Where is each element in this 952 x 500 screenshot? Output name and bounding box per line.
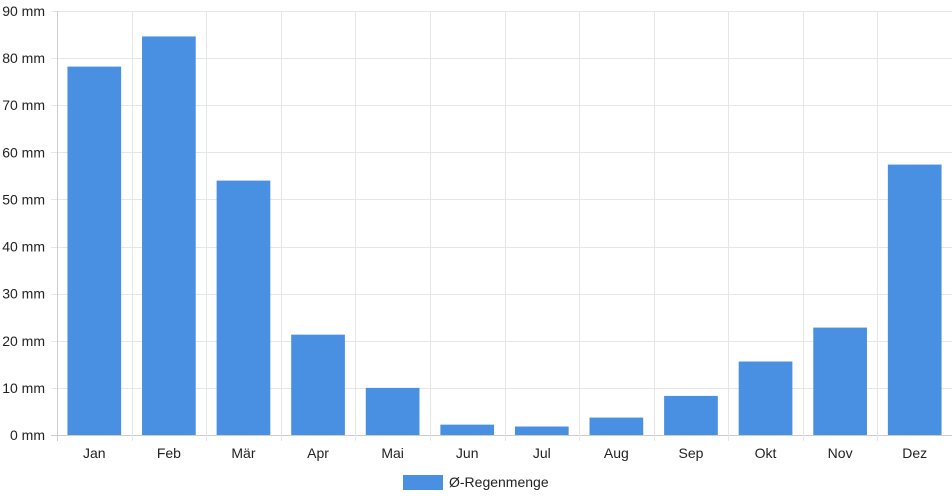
x-tick-label: Sep <box>678 445 703 461</box>
y-axis-ticks: 0 mm 10 mm 20 mm 30 mm 40 mm 50 mm 60 mm 70 mm 8… <box>2 3 45 443</box>
x-tick-label: Feb <box>157 445 181 461</box>
x-tick-label: Nov <box>828 445 853 461</box>
x-tick-label: Aug <box>604 445 629 461</box>
y-tick-label: 80 mm <box>2 50 45 66</box>
x-tick-label: Jun <box>456 445 479 461</box>
y-tick-label: 40 mm <box>2 239 45 255</box>
y-tick-label: 30 mm <box>2 286 45 302</box>
y-tick-label: 50 mm <box>2 191 45 207</box>
y-tick-label: 10 mm <box>2 380 45 396</box>
x-tick-label: Mär <box>231 445 255 461</box>
y-tick-label: 90 mm <box>2 3 45 19</box>
y-tick-label: 60 mm <box>2 144 45 160</box>
bar-mai[interactable] <box>365 387 420 435</box>
x-tick-label: Jul <box>533 445 551 461</box>
bar-nov[interactable] <box>813 327 867 435</box>
bar-okt[interactable] <box>738 361 793 435</box>
x-tick-label: Dez <box>902 445 927 461</box>
grid-layer <box>51 11 952 441</box>
bar-jul[interactable] <box>514 426 569 435</box>
x-tick-label: Mai <box>381 445 404 461</box>
x-tick-label: Okt <box>755 445 777 461</box>
bar-mär[interactable] <box>216 180 271 435</box>
bar-feb[interactable] <box>142 36 196 435</box>
y-tick-label: 70 mm <box>2 97 45 113</box>
bar-dez[interactable] <box>887 164 942 436</box>
bar-aug[interactable] <box>589 417 644 435</box>
bar-sep[interactable] <box>664 395 718 435</box>
legend-label[interactable]: Ø-Regenmenge <box>449 474 549 490</box>
bar-jan[interactable] <box>67 66 122 435</box>
legend-swatch[interactable] <box>403 475 443 490</box>
legend[interactable]: Ø-Regenmenge <box>403 474 549 490</box>
x-tick-label: Jan <box>83 445 106 461</box>
x-tick-label: Apr <box>307 445 329 461</box>
x-axis-ticks: Jan Feb Mär Apr Mai Jun Jul Aug Sep Okt Nov Dez <box>83 445 927 461</box>
bars <box>67 36 942 436</box>
bar-apr[interactable] <box>291 334 345 435</box>
y-tick-label: 20 mm <box>2 333 45 349</box>
bar-jun[interactable] <box>440 424 495 435</box>
y-tick-label: 0 mm <box>10 427 45 443</box>
